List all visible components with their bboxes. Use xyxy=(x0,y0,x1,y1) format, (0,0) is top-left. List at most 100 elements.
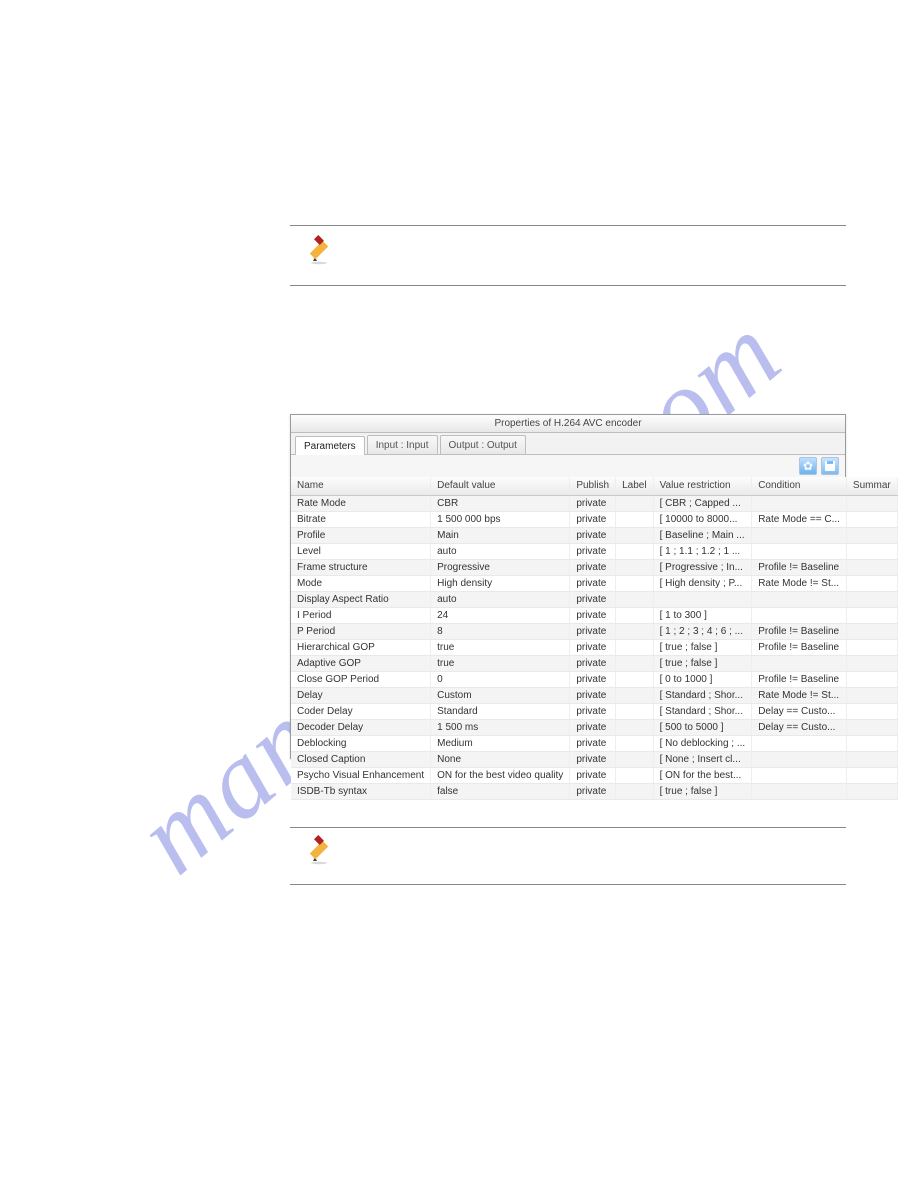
table-row[interactable]: Close GOP Period0private[ 0 to 1000 ]Pro… xyxy=(291,671,897,687)
cell-label xyxy=(616,687,653,703)
pencil-icon xyxy=(309,235,339,265)
cell-publish: private xyxy=(570,495,616,511)
table-row[interactable]: Rate ModeCBRprivate[ CBR ; Capped ... xyxy=(291,495,897,511)
cell-label xyxy=(616,591,653,607)
cell-value-restriction: [ Baseline ; Main ... xyxy=(653,527,752,543)
cell-condition: Rate Mode != St... xyxy=(752,687,847,703)
cell-condition xyxy=(752,751,847,767)
grid-header-row: Name Default value Publish Label Value r… xyxy=(291,477,897,495)
table-row[interactable]: ISDB-Tb syntaxfalseprivate[ true ; false… xyxy=(291,783,897,799)
cell-name: Frame structure xyxy=(291,559,431,575)
cell-publish: private xyxy=(570,623,616,639)
cell-condition xyxy=(752,495,847,511)
cell-publish: private xyxy=(570,607,616,623)
cell-summary xyxy=(846,559,897,575)
cell-value-restriction: [ true ; false ] xyxy=(653,783,752,799)
table-row[interactable]: DelayCustomprivate[ Standard ; Shor...Ra… xyxy=(291,687,897,703)
tab-parameters[interactable]: Parameters xyxy=(295,436,365,455)
cell-name: Close GOP Period xyxy=(291,671,431,687)
cell-summary xyxy=(846,623,897,639)
cell-default-value: 0 xyxy=(431,671,570,687)
cell-value-restriction: [ Progressive ; In... xyxy=(653,559,752,575)
pencil-icon xyxy=(309,835,339,865)
cell-label xyxy=(616,623,653,639)
cell-summary xyxy=(846,735,897,751)
cell-value-restriction: [ No deblocking ; ... xyxy=(653,735,752,751)
cell-label xyxy=(616,671,653,687)
cell-name: Profile xyxy=(291,527,431,543)
cell-value-restriction: [ 500 to 5000 ] xyxy=(653,719,752,735)
cell-name: Bitrate xyxy=(291,511,431,527)
cell-default-value: None xyxy=(431,751,570,767)
cell-label xyxy=(616,543,653,559)
col-header-summary[interactable]: Summar xyxy=(846,477,897,495)
disk-icon xyxy=(825,461,835,471)
cell-name: Psycho Visual Enhancement xyxy=(291,767,431,783)
cell-default-value: true xyxy=(431,655,570,671)
col-header-label[interactable]: Label xyxy=(616,477,653,495)
col-header-name[interactable]: Name xyxy=(291,477,431,495)
cell-default-value: auto xyxy=(431,591,570,607)
cell-name: Delay xyxy=(291,687,431,703)
cell-publish: private xyxy=(570,511,616,527)
cell-name: Coder Delay xyxy=(291,703,431,719)
cell-default-value: Custom xyxy=(431,687,570,703)
col-header-publish[interactable]: Publish xyxy=(570,477,616,495)
table-row[interactable]: ModeHigh densityprivate[ High density ; … xyxy=(291,575,897,591)
cell-value-restriction: [ High density ; P... xyxy=(653,575,752,591)
cell-publish: private xyxy=(570,751,616,767)
cell-name: Level xyxy=(291,543,431,559)
table-row[interactable]: Hierarchical GOPtrueprivate[ true ; fals… xyxy=(291,639,897,655)
table-row[interactable]: ProfileMainprivate[ Baseline ; Main ... xyxy=(291,527,897,543)
table-row[interactable]: Closed CaptionNoneprivate[ None ; Insert… xyxy=(291,751,897,767)
table-row[interactable]: Decoder Delay1 500 msprivate[ 500 to 500… xyxy=(291,719,897,735)
cell-publish: private xyxy=(570,719,616,735)
col-header-default[interactable]: Default value xyxy=(431,477,570,495)
cell-condition: Profile != Baseline xyxy=(752,671,847,687)
table-row[interactable]: Adaptive GOPtrueprivate[ true ; false ] xyxy=(291,655,897,671)
cell-default-value: auto xyxy=(431,543,570,559)
cell-name: Mode xyxy=(291,575,431,591)
settings-button[interactable]: ✿ xyxy=(799,457,817,475)
cell-summary xyxy=(846,607,897,623)
cell-publish: private xyxy=(570,703,616,719)
cell-label xyxy=(616,527,653,543)
col-header-value-restriction[interactable]: Value restriction xyxy=(653,477,752,495)
save-button[interactable] xyxy=(821,457,839,475)
table-row[interactable]: Frame structureProgressiveprivate[ Progr… xyxy=(291,559,897,575)
table-row[interactable]: Psycho Visual EnhancementON for the best… xyxy=(291,767,897,783)
cell-label xyxy=(616,511,653,527)
cell-condition: Rate Mode == C... xyxy=(752,511,847,527)
cell-label xyxy=(616,719,653,735)
cell-label xyxy=(616,575,653,591)
table-row[interactable]: Display Aspect Ratioautoprivate xyxy=(291,591,897,607)
table-row[interactable]: Coder DelayStandardprivate[ Standard ; S… xyxy=(291,703,897,719)
tab-output[interactable]: Output : Output xyxy=(440,435,526,454)
cell-summary xyxy=(846,639,897,655)
cell-value-restriction: [ 1 ; 2 ; 3 ; 4 ; 6 ; ... xyxy=(653,623,752,639)
tab-input[interactable]: Input : Input xyxy=(367,435,438,454)
table-row[interactable]: P Period8private[ 1 ; 2 ; 3 ; 4 ; 6 ; ..… xyxy=(291,623,897,639)
col-header-condition[interactable]: Condition xyxy=(752,477,847,495)
cell-summary xyxy=(846,751,897,767)
cell-condition xyxy=(752,527,847,543)
cell-publish: private xyxy=(570,543,616,559)
grid-body: Rate ModeCBRprivate[ CBR ; Capped ...Bit… xyxy=(291,495,897,799)
cell-publish: private xyxy=(570,735,616,751)
cell-value-restriction: [ 1 ; 1.1 ; 1.2 ; 1 ... xyxy=(653,543,752,559)
cell-condition: Delay == Custo... xyxy=(752,703,847,719)
cell-value-restriction: [ 1 to 300 ] xyxy=(653,607,752,623)
table-row[interactable]: DeblockingMediumprivate[ No deblocking ;… xyxy=(291,735,897,751)
table-row[interactable]: Levelautoprivate [ 1 ; 1.1 ; 1.2 ; 1 ... xyxy=(291,543,897,559)
cell-condition xyxy=(752,543,847,559)
cell-condition: Profile != Baseline xyxy=(752,559,847,575)
cell-condition xyxy=(752,655,847,671)
cell-value-restriction: [ 10000 to 8000... xyxy=(653,511,752,527)
cell-summary xyxy=(846,767,897,783)
cell-name: Adaptive GOP xyxy=(291,655,431,671)
table-row[interactable]: Bitrate1 500 000 bpsprivate[ 10000 to 80… xyxy=(291,511,897,527)
divider xyxy=(290,827,846,828)
table-row[interactable]: I Period24private[ 1 to 300 ] xyxy=(291,607,897,623)
tabstrip: Parameters Input : Input Output : Output xyxy=(291,433,845,455)
cell-label xyxy=(616,559,653,575)
